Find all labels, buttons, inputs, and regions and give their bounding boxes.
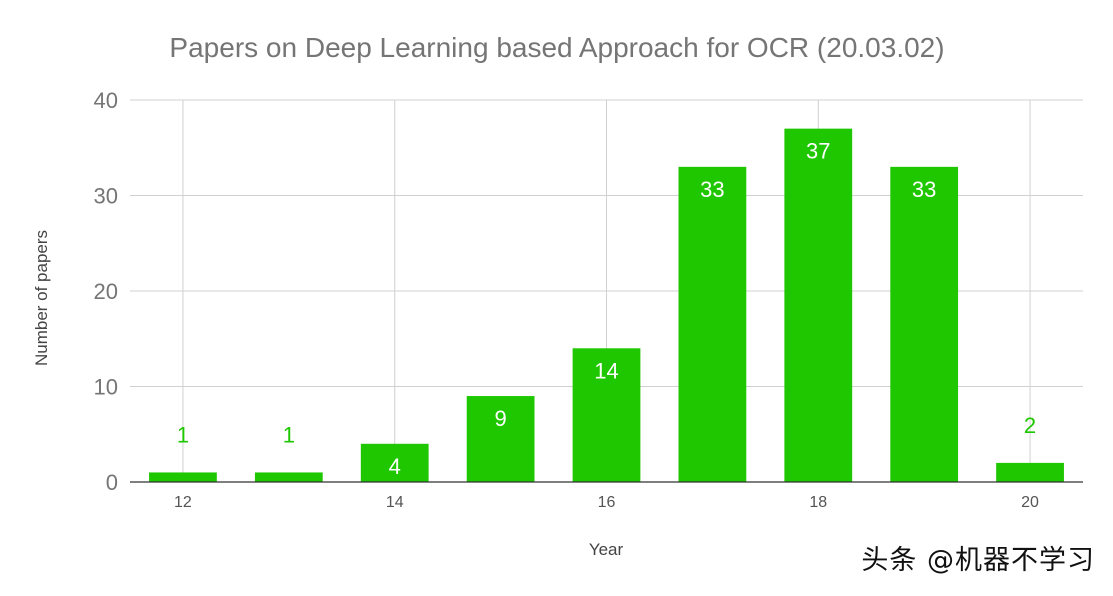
x-tick-label-18: 18 xyxy=(809,494,827,511)
data-label-18: 37 xyxy=(806,139,830,164)
x-tick-label-14: 14 xyxy=(386,494,404,511)
watermark: 头条 @机器不学习 xyxy=(861,538,1095,577)
chart-title: Papers on Deep Learning based Approach f… xyxy=(169,32,944,63)
bar-chart: 1 1 4 9 14 33 37 33 2 0 10 20 30 40 12 14 16 18 20 Papers… xyxy=(0,0,1113,591)
bar-20 xyxy=(996,463,1064,482)
data-label-15: 9 xyxy=(494,406,506,431)
y-tick-label-0: 0 xyxy=(106,470,118,495)
x-tick-label-20: 20 xyxy=(1021,494,1039,511)
bar-17 xyxy=(679,167,747,482)
bar-19 xyxy=(890,167,958,482)
y-tick-label-10: 10 xyxy=(94,375,118,400)
y-tick-label-40: 40 xyxy=(94,88,118,113)
data-label-13: 1 xyxy=(283,422,295,447)
x-tick-label-16: 16 xyxy=(598,494,616,511)
data-label-20: 2 xyxy=(1024,413,1036,438)
data-label-12: 1 xyxy=(177,422,189,447)
data-label-14: 4 xyxy=(389,454,401,479)
bar-18 xyxy=(784,129,852,482)
y-tick-label-30: 30 xyxy=(94,184,118,209)
y-axis-title: Number of papers xyxy=(32,230,51,366)
chart-canvas: 1 149143337332 01020304012 14 16 18 20 Papers… xyxy=(0,0,1113,591)
data-label-16: 14 xyxy=(594,358,618,383)
data-label-19: 33 xyxy=(912,177,936,202)
x-tick-label-12: 12 xyxy=(174,494,192,511)
y-tick-label-20: 20 xyxy=(94,279,118,304)
data-label-17: 33 xyxy=(700,177,724,202)
bar-13 xyxy=(255,472,323,482)
x-axis-title: Year xyxy=(589,540,624,559)
bar-12 xyxy=(149,472,217,482)
